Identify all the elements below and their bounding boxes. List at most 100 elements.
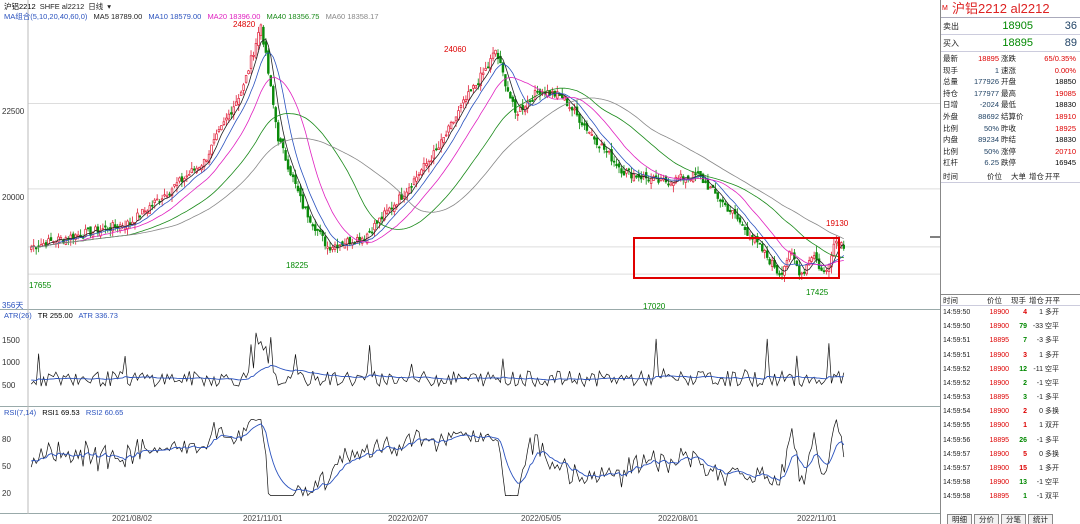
trough-label-1: 17655 — [29, 281, 52, 290]
candle-body — [415, 176, 418, 182]
candle-body — [291, 174, 295, 178]
candle-body — [578, 113, 581, 123]
rsi-indicator-pane[interactable]: RSI(7,14) RSI1 69.53 RSI2 60.65 80 50 20 — [0, 407, 940, 514]
candle-body — [190, 168, 193, 173]
tick-row[interactable]: 14:59:50 18900 79 -33 空平 — [941, 320, 1080, 334]
candle-body — [533, 90, 537, 100]
candle-body — [30, 246, 33, 250]
bid-row[interactable]: 买入 18895 89 — [941, 35, 1080, 52]
tick-cell: 4 — [1023, 308, 1027, 316]
tick-cell: 空平 — [1045, 365, 1059, 373]
candle-body — [714, 188, 717, 194]
candle-body — [170, 188, 174, 197]
quote-label: 内盘 — [943, 135, 958, 145]
tick-cell: -1 — [1036, 394, 1043, 402]
ma40-value: MA40 18356.75 — [266, 12, 320, 21]
candle-body — [741, 224, 744, 226]
candle-body — [316, 229, 319, 231]
ma-group-label[interactable]: MA组合(5,10,20,40,60,0) — [4, 12, 88, 21]
tick-cell: 多平 — [1045, 337, 1059, 345]
candle-body — [785, 260, 789, 267]
tick-row[interactable]: 14:59:57 18900 5 0 多换 — [941, 448, 1080, 462]
tick-row[interactable]: 14:59:51 18900 3 1 多开 — [941, 349, 1080, 363]
tick-cell: 3 — [1023, 351, 1027, 359]
atr-chart[interactable] — [0, 310, 940, 407]
candle-body — [336, 244, 339, 249]
candle-body — [257, 32, 260, 46]
candle-body — [57, 236, 60, 243]
ask-row[interactable]: 卖出 18905 36 — [941, 18, 1080, 35]
candle-body — [580, 122, 584, 126]
tick-row[interactable]: 14:59:58 18895 1 -1 双平 — [941, 490, 1080, 504]
period-chevron-icon[interactable]: ▾ — [107, 2, 112, 11]
tab-tick[interactable]: 分笔 — [1001, 514, 1026, 524]
candle-body — [227, 113, 231, 120]
price-axis-label-2: 20000 — [2, 193, 25, 202]
candle-body — [262, 26, 265, 45]
tick-cell: 多平 — [1045, 436, 1059, 444]
tick-cell: 多开 — [1045, 351, 1059, 359]
candle-body — [239, 91, 243, 96]
period-selector[interactable]: 日线 — [88, 2, 104, 11]
date-tick-4: 2022/05/05 — [521, 514, 562, 523]
candlestick-chart[interactable] — [0, 0, 940, 310]
tick-cell: 空平 — [1045, 479, 1059, 487]
candle-body — [304, 206, 307, 209]
tick-row[interactable]: 14:59:58 18900 13 -1 空平 — [941, 476, 1080, 490]
contract-title: 沪铝2212 — [4, 2, 36, 11]
candle-body — [202, 159, 206, 168]
candle-body — [788, 250, 791, 261]
tick-row[interactable]: 14:59:52 18900 12 -11 空平 — [941, 363, 1080, 377]
quote-value: -2024 — [979, 100, 999, 110]
tick-row[interactable]: 14:59:56 18895 26 -1 多平 — [941, 434, 1080, 448]
tab-detail[interactable]: 明细 — [947, 514, 972, 524]
tick-row[interactable]: 14:59:51 18895 7 -3 多平 — [941, 334, 1080, 348]
tick-cell: -33 — [1032, 323, 1043, 331]
atr-label[interactable]: ATR(26) — [4, 311, 32, 320]
atr-indicator-pane[interactable]: ATR(26) TR 255.00 ATR 336.73 1500 1000 5… — [0, 310, 940, 407]
candle-body — [724, 202, 727, 205]
rsi-chart[interactable] — [0, 407, 940, 514]
price-chart-pane[interactable]: 沪铝2212 SHFE al2212 日线 ▾ MA组合(5,10,20,40,60,… — [0, 0, 940, 311]
date-tick-2: 2021/11/01 — [243, 514, 283, 523]
candle-body — [657, 179, 660, 183]
tick-row[interactable]: 14:59:50 18900 4 1 多开 — [941, 306, 1080, 320]
candle-body — [175, 182, 179, 186]
quote-value: 1 — [994, 65, 999, 75]
tick-cell: 14:59:51 — [943, 337, 971, 345]
ma5-value: MA5 18789.00 — [93, 12, 143, 21]
tick-cell: 多换 — [1045, 450, 1059, 458]
tick-row[interactable]: 14:59:53 18895 3 -1 多平 — [941, 391, 1080, 405]
candle-body — [667, 183, 670, 186]
tick-row[interactable]: 14:59:57 18900 15 1 多开 — [941, 462, 1080, 476]
tab-price-dist[interactable]: 分价 — [974, 514, 999, 524]
candle-body — [210, 144, 213, 155]
tick-cell: 18900 — [989, 308, 1009, 316]
rsi-axis-3: 20 — [2, 489, 11, 498]
candle-body — [311, 224, 314, 227]
candle-body — [832, 243, 836, 257]
candle-body — [467, 91, 470, 101]
tick-list[interactable]: 14:59:50 18900 4 1 多开 14:59:50 18900 79 -33 空平 14:… — [941, 306, 1080, 505]
quote-label2: 最高 — [1001, 88, 1016, 98]
col-time: 时间 — [943, 171, 958, 181]
candle-body — [89, 226, 92, 236]
big-order-list[interactable] — [941, 183, 1080, 294]
tick-row[interactable]: 14:59:54 18900 2 0 多换 — [941, 405, 1080, 419]
rsi-label[interactable]: RSI(7,14) — [4, 408, 37, 417]
atr-line — [31, 364, 844, 381]
candle-body — [605, 150, 608, 153]
tick-col-type: 开平 — [1045, 295, 1060, 305]
tick-row[interactable]: 14:59:52 18900 2 -1 空平 — [941, 377, 1080, 391]
candle-body — [511, 96, 515, 102]
rsi-axis-1: 80 — [2, 435, 11, 444]
candle-body — [612, 160, 616, 163]
candle-body — [237, 98, 240, 105]
candle-body — [807, 260, 811, 266]
ask-volume: 36 — [1064, 20, 1077, 32]
tick-row[interactable]: 14:59:55 18900 1 1 双开 — [941, 419, 1080, 433]
candle-body — [484, 68, 487, 71]
candle-body — [775, 264, 779, 274]
candle-body — [610, 149, 613, 162]
tab-stats[interactable]: 统计 — [1028, 514, 1053, 524]
